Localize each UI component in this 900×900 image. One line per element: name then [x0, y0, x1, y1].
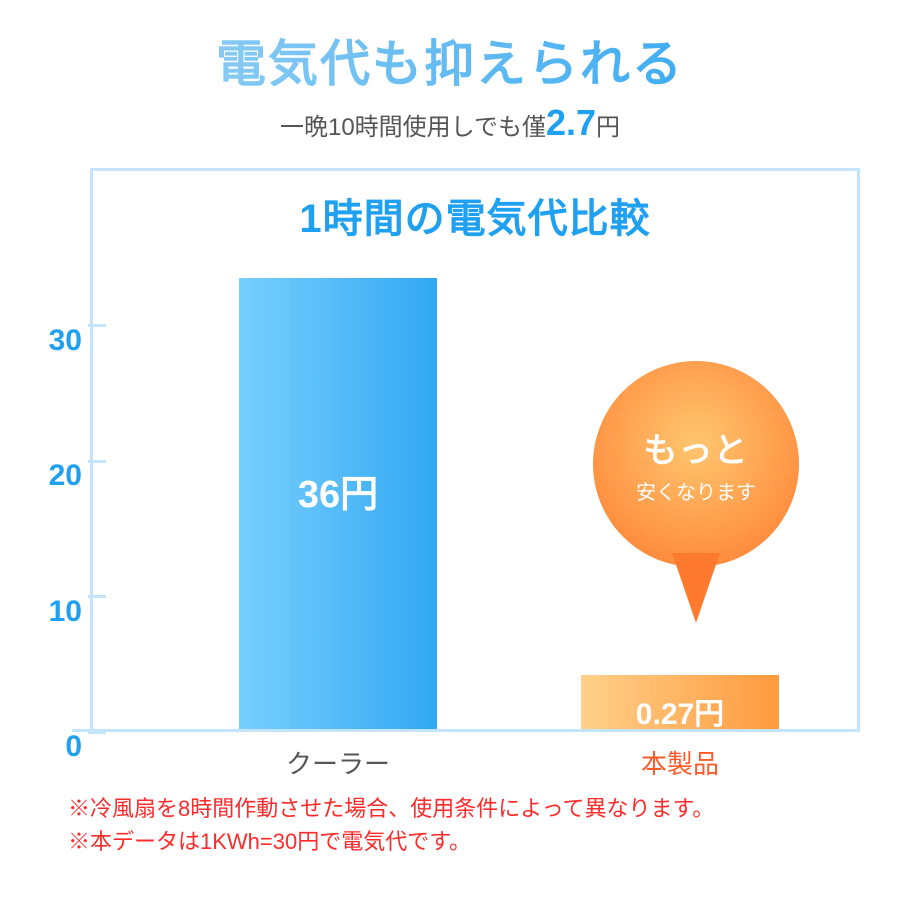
cost-comparison-chart: 1時間の電気代比較 0102030 36円0.27円もっと安くなります: [90, 168, 860, 732]
y-axis: 0102030: [28, 168, 88, 732]
subhead-emphasis: 2.7: [546, 102, 596, 143]
y-tick-label: 20: [28, 459, 88, 493]
callout-main: もっと: [644, 423, 749, 472]
bar-value-label-cooler: 36円: [239, 463, 437, 518]
headline: 電気代も抑えられる: [0, 24, 900, 96]
plot-area: 36円 0.27円 もっと安くなります: [90, 168, 860, 732]
subhead-prefix: 一晩10時間使用しでも僅: [280, 114, 546, 141]
y-tick-label: 0: [28, 730, 88, 764]
category-label-product: 本製品: [581, 744, 779, 781]
bar-value-label-product: 0.27円: [581, 689, 779, 733]
callout-tail: [672, 553, 720, 623]
callout-bubble: もっと安くなります: [593, 361, 799, 567]
y-tick-label: 10: [28, 595, 88, 629]
subhead-suffix: 円: [596, 114, 620, 141]
callout-sub: 安くなります: [636, 476, 756, 505]
x-axis-line: [72, 729, 860, 732]
footnote-line-2: ※本データは1KWh=30円で電気代です。: [68, 825, 714, 858]
subheadline: 一晩10時間使用しでも僅2.7円: [0, 102, 900, 144]
footnotes: ※冷風扇を8時間作動させた場合、使用条件によって異なります。※本データは1KWh…: [68, 792, 714, 858]
category-label-cooler: クーラー: [239, 744, 437, 781]
y-tick-label: 30: [28, 324, 88, 358]
footnote-line-1: ※冷風扇を8時間作動させた場合、使用条件によって異なります。: [68, 792, 714, 825]
